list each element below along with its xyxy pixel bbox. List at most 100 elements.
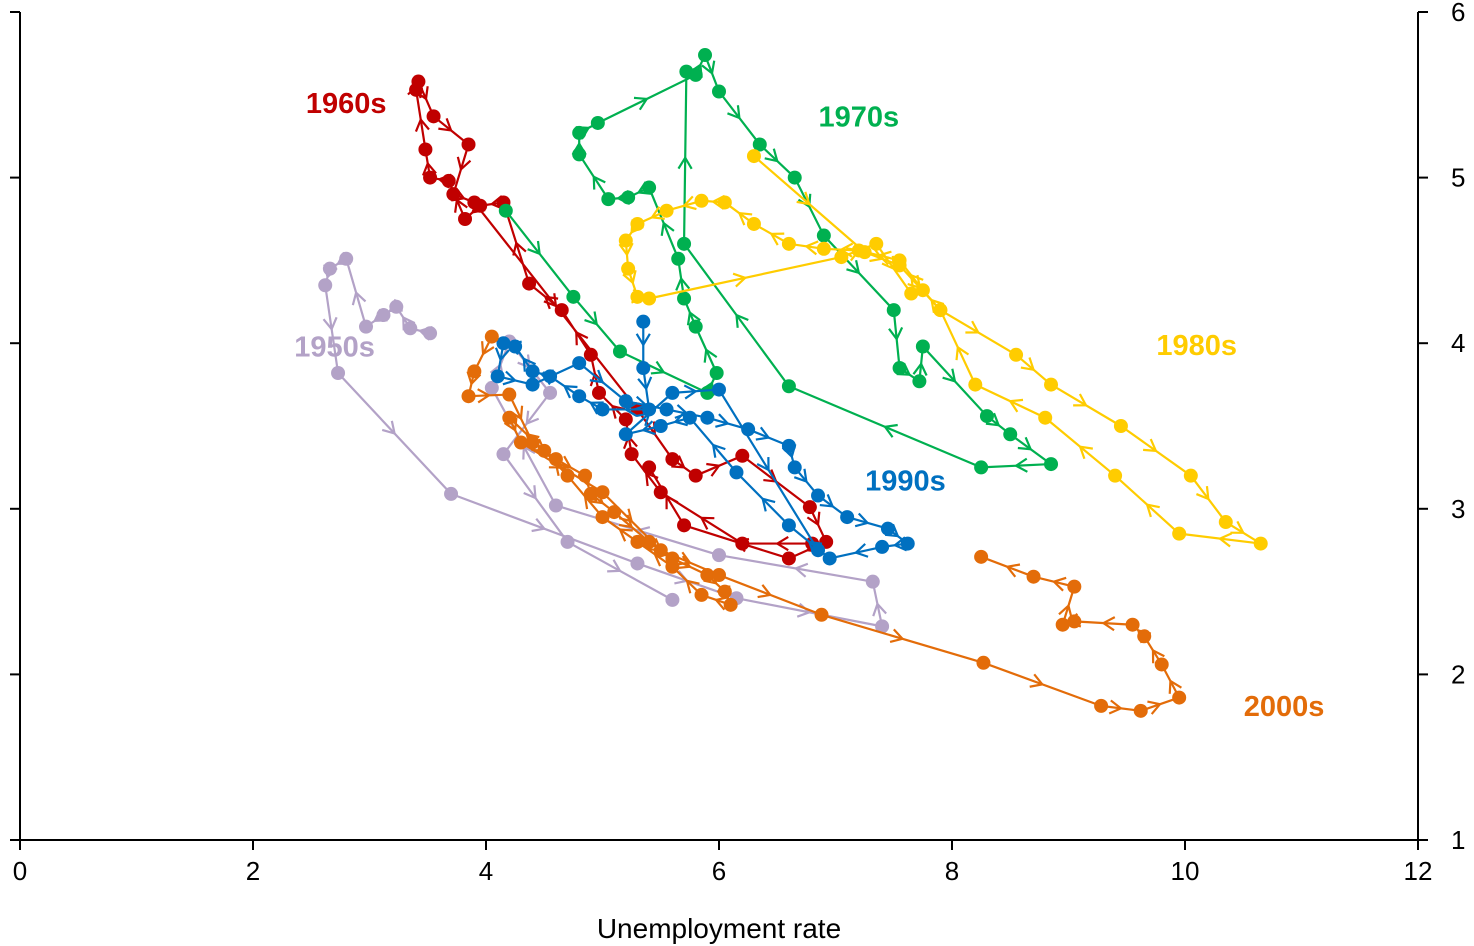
data-point — [1009, 347, 1024, 362]
direction-arrow — [892, 536, 908, 552]
data-point — [467, 364, 482, 379]
direction-arrow — [819, 494, 835, 508]
data-point — [1137, 629, 1152, 644]
data-point — [548, 452, 563, 467]
data-point — [653, 419, 668, 433]
data-point — [484, 329, 499, 344]
data-point — [601, 192, 616, 207]
series-label-1960s: 1960s — [306, 88, 387, 120]
data-point — [607, 505, 622, 520]
data-point — [1044, 377, 1059, 392]
data-point — [537, 443, 552, 458]
direction-arrow — [1143, 438, 1158, 453]
direction-arrow — [1230, 520, 1246, 534]
series-label-1990s: 1990s — [865, 466, 946, 498]
direction-arrow — [622, 269, 637, 285]
data-point — [525, 364, 540, 379]
data-point — [653, 543, 668, 558]
data-point — [621, 261, 636, 276]
data-point — [811, 543, 826, 558]
direction-arrow — [527, 240, 541, 256]
direction-arrow — [381, 420, 397, 436]
data-point — [502, 387, 517, 402]
direction-arrow — [756, 457, 770, 472]
data-point — [630, 534, 645, 549]
data-point — [694, 193, 709, 208]
data-point — [560, 534, 575, 549]
data-point — [1183, 468, 1198, 483]
data-point — [886, 303, 901, 318]
direction-arrow — [1101, 616, 1116, 632]
series-labels: 1950s 1960s 1970s 1980s 1990s 2000s — [294, 88, 1324, 723]
data-point — [525, 435, 540, 450]
direction-arrow — [610, 404, 626, 419]
data-point — [554, 303, 569, 318]
data-point — [671, 251, 686, 266]
data-point — [642, 180, 657, 195]
direction-arrow — [793, 562, 809, 578]
data-point — [712, 84, 726, 99]
direction-arrow — [588, 401, 604, 415]
y-tick-label: 2 — [1451, 659, 1465, 689]
data-point — [1133, 703, 1148, 718]
direction-arrow — [650, 206, 665, 220]
data-point — [389, 299, 404, 314]
data-point — [814, 607, 829, 622]
data-point — [892, 361, 907, 376]
direction-arrow — [769, 232, 785, 246]
data-point — [869, 236, 884, 251]
data-point — [1172, 526, 1187, 541]
direction-arrow — [618, 528, 633, 542]
data-point — [816, 241, 831, 256]
data-point — [461, 389, 476, 404]
data-point — [1108, 468, 1123, 483]
direction-arrow — [757, 584, 773, 599]
data-point — [875, 539, 890, 554]
direction-arrow — [503, 417, 518, 433]
direction-arrow — [732, 272, 748, 288]
data-point — [612, 344, 627, 359]
direction-arrow — [872, 601, 887, 617]
direction-arrow — [502, 370, 518, 386]
data-point — [441, 173, 456, 188]
direction-arrow — [522, 357, 537, 372]
data-point — [630, 289, 645, 304]
data-point — [322, 261, 337, 276]
direction-arrow — [562, 385, 578, 399]
direction-arrow — [737, 211, 753, 226]
direction-arrow — [761, 497, 776, 512]
direction-arrow — [685, 579, 700, 594]
series-line — [504, 53, 1053, 469]
data-point — [1003, 427, 1018, 442]
data-point — [484, 380, 499, 395]
data-point — [900, 536, 915, 551]
data-point — [1253, 536, 1268, 551]
direction-arrow — [706, 462, 721, 477]
direction-arrow — [1151, 648, 1165, 664]
data-point — [1044, 457, 1059, 472]
x-tick-label: 4 — [479, 856, 493, 886]
data-point — [802, 500, 817, 515]
direction-arrow — [635, 333, 651, 347]
direction-arrow — [1013, 457, 1028, 473]
data-point — [1038, 410, 1053, 425]
data-point — [781, 438, 796, 453]
series-1990s — [490, 314, 915, 566]
data-point — [781, 379, 796, 394]
series-1960s — [407, 74, 834, 566]
data-point — [781, 236, 796, 251]
direction-arrow — [531, 517, 547, 533]
data-point — [729, 465, 744, 480]
x-tick-label: 10 — [1171, 856, 1200, 886]
data-point — [446, 187, 461, 202]
data-point — [892, 253, 907, 268]
direction-arrow — [665, 494, 679, 510]
data-point — [717, 584, 732, 599]
data-point — [359, 319, 374, 334]
direction-arrow — [1108, 699, 1124, 715]
data-point — [572, 356, 587, 371]
direction-arrow — [703, 347, 718, 363]
direction-arrow — [1168, 679, 1182, 694]
series-layer — [318, 48, 1268, 718]
direction-arrow — [623, 401, 638, 417]
